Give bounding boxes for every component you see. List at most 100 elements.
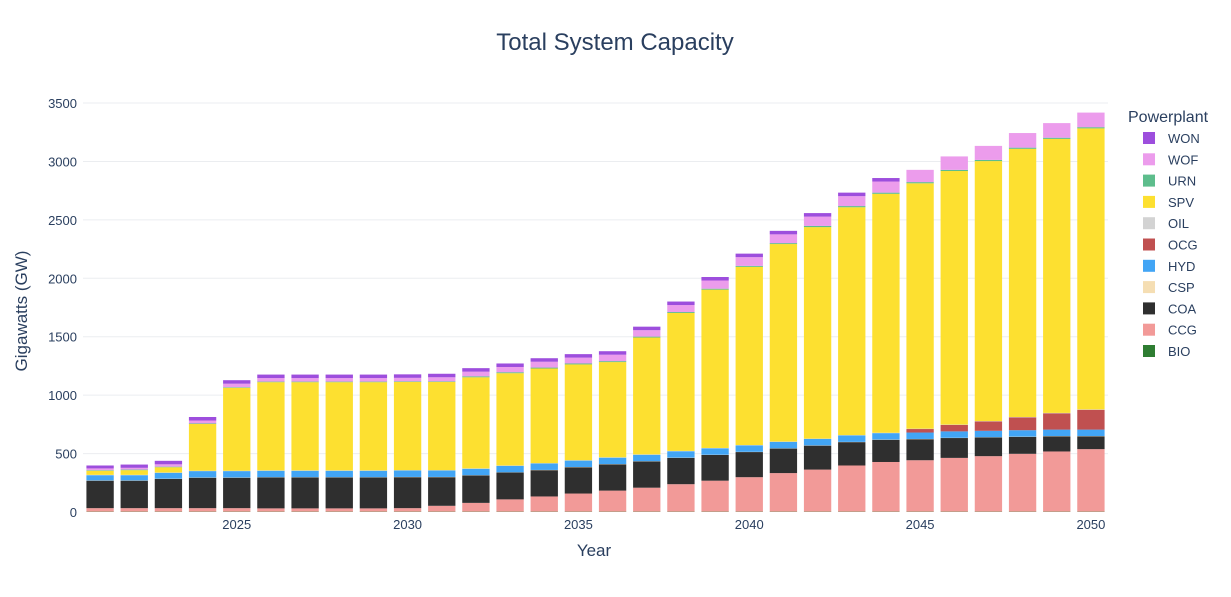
- bar-coa-2027[interactable]: [291, 477, 318, 508]
- bar-urn-2044[interactable]: [872, 193, 899, 194]
- bar-ccg-2035[interactable]: [565, 494, 592, 512]
- bar-hyd-2043[interactable]: [838, 435, 865, 441]
- bar-wof-2030[interactable]: [394, 378, 421, 382]
- bar-ccg-2026[interactable]: [257, 508, 284, 511]
- bar-spv-2043[interactable]: [838, 207, 865, 435]
- bar-wof-2035[interactable]: [565, 358, 592, 364]
- bar-coa-2043[interactable]: [838, 442, 865, 465]
- bar-ccg-2036[interactable]: [599, 491, 626, 512]
- bar-ccg-2028[interactable]: [326, 508, 353, 511]
- bar-won-2028[interactable]: [326, 375, 353, 379]
- bar-ccg-2038[interactable]: [667, 484, 694, 511]
- bar-won-2038[interactable]: [667, 302, 694, 306]
- legend-item-urn[interactable]: URN: [1143, 174, 1196, 189]
- legend-item-csp[interactable]: CSP: [1143, 280, 1195, 295]
- bar-coa-2045[interactable]: [906, 439, 933, 460]
- bar-urn-2038[interactable]: [667, 312, 694, 313]
- bar-urn-2050[interactable]: [1077, 127, 1104, 128]
- bar-won-2029[interactable]: [360, 375, 387, 379]
- bar-wof-2043[interactable]: [838, 196, 865, 206]
- bar-urn-2028[interactable]: [326, 382, 353, 383]
- bar-hyd-2036[interactable]: [599, 458, 626, 464]
- bar-urn-2024[interactable]: [189, 423, 216, 424]
- bar-urn-2040[interactable]: [736, 266, 763, 267]
- bar-coa-2030[interactable]: [394, 477, 421, 508]
- bar-wof-2022[interactable]: [121, 468, 148, 470]
- bar-urn-2047[interactable]: [975, 160, 1002, 161]
- bar-urn-2022[interactable]: [121, 470, 148, 471]
- bar-spv-2033[interactable]: [496, 373, 523, 465]
- bar-urn-2023[interactable]: [155, 467, 182, 468]
- bar-coa-2042[interactable]: [804, 446, 831, 470]
- bar-hyd-2035[interactable]: [565, 461, 592, 467]
- bar-ccg-2048[interactable]: [1009, 454, 1036, 512]
- bar-hyd-2023[interactable]: [155, 473, 182, 479]
- bar-ccg-2024[interactable]: [189, 508, 216, 512]
- bar-wof-2034[interactable]: [531, 362, 558, 368]
- bar-ccg-2046[interactable]: [941, 458, 968, 512]
- bar-spv-2045[interactable]: [906, 183, 933, 428]
- bar-spv-2026[interactable]: [257, 382, 284, 470]
- bar-hyd-2027[interactable]: [291, 471, 318, 477]
- bar-urn-2029[interactable]: [360, 382, 387, 383]
- bar-spv-2034[interactable]: [531, 369, 558, 464]
- bar-spv-2047[interactable]: [975, 161, 1002, 421]
- bar-won-2022[interactable]: [121, 465, 148, 468]
- bar-hyd-2048[interactable]: [1009, 430, 1036, 436]
- bar-hyd-2049[interactable]: [1043, 430, 1070, 436]
- bar-won-2035[interactable]: [565, 354, 592, 358]
- bar-wof-2041[interactable]: [770, 234, 797, 243]
- bar-spv-2021[interactable]: [86, 471, 113, 475]
- bar-coa-2031[interactable]: [428, 477, 455, 506]
- bar-won-2025[interactable]: [223, 380, 250, 384]
- bar-hyd-2037[interactable]: [633, 455, 660, 461]
- bar-won-2032[interactable]: [462, 368, 489, 372]
- bar-hyd-2022[interactable]: [121, 475, 148, 480]
- bar-hyd-2031[interactable]: [428, 471, 455, 477]
- bar-spv-2039[interactable]: [701, 290, 728, 448]
- bar-coa-2050[interactable]: [1077, 436, 1104, 449]
- bar-coa-2028[interactable]: [326, 477, 353, 508]
- bar-urn-2033[interactable]: [496, 372, 523, 373]
- bar-ocg-2049[interactable]: [1043, 413, 1070, 429]
- bar-won-2041[interactable]: [770, 231, 797, 235]
- bar-hyd-2039[interactable]: [701, 448, 728, 454]
- bar-wof-2026[interactable]: [257, 378, 284, 382]
- bar-urn-2025[interactable]: [223, 387, 250, 388]
- bar-hyd-2030[interactable]: [394, 471, 421, 477]
- bar-coa-2023[interactable]: [155, 479, 182, 508]
- bar-wof-2027[interactable]: [291, 378, 318, 382]
- bar-urn-2048[interactable]: [1009, 148, 1036, 149]
- bar-urn-2049[interactable]: [1043, 138, 1070, 139]
- bar-wof-2049[interactable]: [1043, 123, 1070, 138]
- bar-ccg-2049[interactable]: [1043, 451, 1070, 511]
- bar-urn-2042[interactable]: [804, 226, 831, 227]
- bar-ccg-2034[interactable]: [531, 496, 558, 511]
- bar-coa-2032[interactable]: [462, 475, 489, 502]
- bar-ccg-2029[interactable]: [360, 508, 387, 511]
- bar-coa-2025[interactable]: [223, 478, 250, 508]
- bar-ccg-2033[interactable]: [496, 499, 523, 511]
- bar-spv-2049[interactable]: [1043, 139, 1070, 413]
- bar-urn-2026[interactable]: [257, 382, 284, 383]
- bar-urn-2031[interactable]: [428, 381, 455, 382]
- bar-wof-2039[interactable]: [701, 281, 728, 289]
- bar-wof-2029[interactable]: [360, 378, 387, 382]
- bar-won-2026[interactable]: [257, 375, 284, 379]
- bar-urn-2035[interactable]: [565, 363, 592, 364]
- bar-ccg-2040[interactable]: [736, 477, 763, 511]
- bar-spv-2025[interactable]: [223, 388, 250, 471]
- bar-coa-2034[interactable]: [531, 470, 558, 496]
- bar-wof-2048[interactable]: [1009, 133, 1036, 148]
- bar-spv-2041[interactable]: [770, 244, 797, 441]
- bar-won-2036[interactable]: [599, 351, 626, 355]
- bar-won-2042[interactable]: [804, 213, 831, 217]
- bar-ccg-2037[interactable]: [633, 488, 660, 512]
- legend-item-ccg[interactable]: CCG: [1143, 323, 1197, 338]
- bar-coa-2047[interactable]: [975, 437, 1002, 456]
- bar-hyd-2033[interactable]: [496, 466, 523, 472]
- bar-ccg-2050[interactable]: [1077, 449, 1104, 512]
- bar-spv-2040[interactable]: [736, 267, 763, 445]
- bar-won-2021[interactable]: [86, 465, 113, 468]
